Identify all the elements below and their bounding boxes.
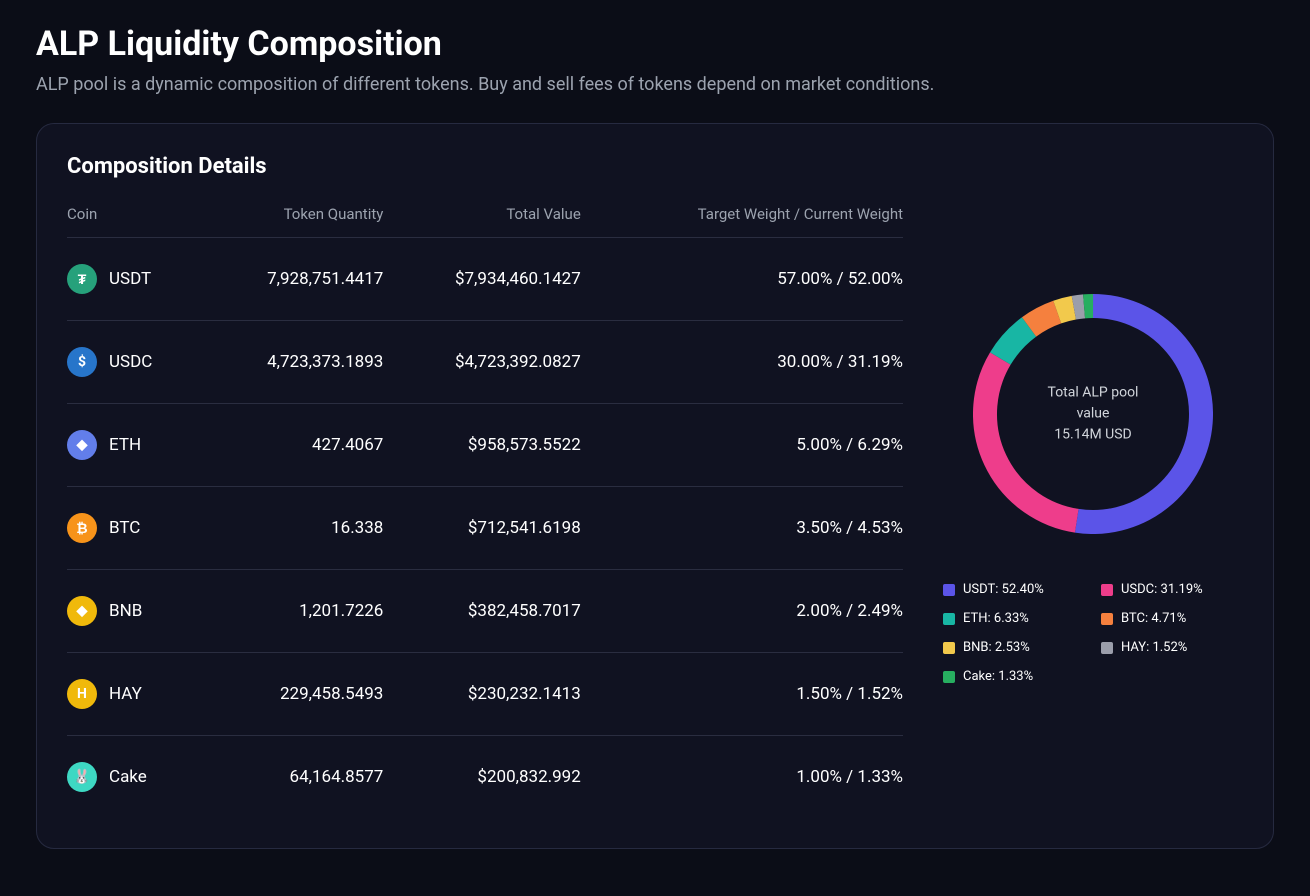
legend-swatch — [1101, 584, 1113, 596]
token-quantity: 1,201.7226 — [201, 570, 383, 653]
legend-swatch — [943, 613, 955, 625]
legend-swatch — [943, 584, 955, 596]
total-value: $230,232.1413 — [383, 653, 580, 736]
weight: 30.00% / 31.19% — [581, 321, 903, 404]
total-value: $7,934,460.1427 — [383, 238, 580, 321]
token-quantity: 4,723,373.1893 — [201, 321, 383, 404]
total-value: $200,832.992 — [383, 736, 580, 819]
composition-card: Composition Details Coin Token Quantity … — [36, 123, 1274, 849]
table-row: ◆ ETH 427.4067$958,573.55225.00% / 6.29% — [67, 404, 903, 487]
donut-center-line2: 15.14M USD — [1033, 425, 1153, 446]
token-quantity: 7,928,751.4417 — [201, 238, 383, 321]
donut-center-line1: Total ALP pool value — [1033, 383, 1153, 425]
page-subtitle: ALP pool is a dynamic composition of dif… — [36, 74, 1274, 95]
total-value: $4,723,392.0827 — [383, 321, 580, 404]
col-value: Total Value — [383, 205, 580, 238]
coin-symbol: HAY — [109, 684, 142, 704]
table-row: ◆ BNB 1,201.7226$382,458.70172.00% / 2.49% — [67, 570, 903, 653]
legend-label: USDT: 52.40% — [963, 582, 1044, 597]
composition-table: Coin Token Quantity Total Value Target W… — [67, 205, 903, 818]
donut-slice-eth — [1000, 327, 1029, 359]
legend-label: HAY: 1.52% — [1121, 640, 1187, 655]
legend-item: USDC: 31.19% — [1101, 582, 1243, 597]
donut-chart: Total ALP pool value 15.14M USD — [973, 294, 1213, 534]
section-title: Composition Details — [67, 154, 903, 179]
legend-item: HAY: 1.52% — [1101, 640, 1243, 655]
token-quantity: 229,458.5493 — [201, 653, 383, 736]
coin-symbol: Cake — [109, 767, 147, 787]
token-quantity: 16.338 — [201, 487, 383, 570]
coin-symbol: USDC — [109, 352, 152, 372]
usdt-icon: ₮ — [67, 264, 97, 294]
table-row: ₮ USDT 7,928,751.4417$7,934,460.142757.00%… — [67, 238, 903, 321]
donut-center-label: Total ALP pool value 15.14M USD — [1033, 383, 1153, 446]
col-quantity: Token Quantity — [201, 205, 383, 238]
legend-label: ETH: 6.33% — [963, 611, 1029, 626]
legend-label: Cake: 1.33% — [963, 669, 1033, 684]
donut-slice-btc — [1029, 312, 1057, 327]
legend-item: USDT: 52.40% — [943, 582, 1085, 597]
total-value: $382,458.7017 — [383, 570, 580, 653]
table-row: H HAY 229,458.5493$230,232.14131.50% / 1.5… — [67, 653, 903, 736]
donut-slice-bnb — [1057, 308, 1074, 312]
chart-legend: USDT: 52.40% USDC: 31.19% ETH: 6.33% BTC: 4… — [943, 582, 1243, 684]
total-value: $958,573.5522 — [383, 404, 580, 487]
total-value: $712,541.6198 — [383, 487, 580, 570]
hay-icon: H — [67, 679, 97, 709]
legend-swatch — [943, 671, 955, 683]
coin-symbol: USDT — [109, 269, 151, 289]
legend-swatch — [943, 642, 955, 654]
eth-icon: ◆ — [67, 430, 97, 460]
coin-symbol: BNB — [109, 601, 142, 621]
coin-symbol: BTC — [109, 518, 140, 538]
weight: 3.50% / 4.53% — [581, 487, 903, 570]
coin-symbol: ETH — [109, 435, 141, 455]
table-row: ₿ BTC 16.338$712,541.61983.50% / 4.53% — [67, 487, 903, 570]
table-row: $ USDC 4,723,373.1893$4,723,392.082730.00%… — [67, 321, 903, 404]
legend-label: USDC: 31.19% — [1121, 582, 1203, 597]
weight: 5.00% / 6.29% — [581, 404, 903, 487]
legend-item: Cake: 1.33% — [943, 669, 1085, 684]
token-quantity: 64,164.8577 — [201, 736, 383, 819]
legend-swatch — [1101, 613, 1113, 625]
chart-panel: Total ALP pool value 15.14M USD USDT: 52… — [943, 154, 1243, 818]
legend-swatch — [1101, 642, 1113, 654]
btc-icon: ₿ — [67, 513, 97, 543]
col-coin: Coin — [67, 205, 201, 238]
weight: 2.00% / 2.49% — [581, 570, 903, 653]
weight: 1.00% / 1.33% — [581, 736, 903, 819]
legend-label: BTC: 4.71% — [1121, 611, 1186, 626]
col-weight: Target Weight / Current Weight — [581, 205, 903, 238]
bnb-icon: ◆ — [67, 596, 97, 626]
token-quantity: 427.4067 — [201, 404, 383, 487]
legend-label: BNB: 2.53% — [963, 640, 1030, 655]
page-title: ALP Liquidity Composition — [36, 24, 1274, 64]
table-panel: Composition Details Coin Token Quantity … — [67, 154, 903, 818]
donut-slice-hay — [1074, 306, 1084, 307]
cake-icon: 🐰 — [67, 762, 97, 792]
weight: 1.50% / 1.52% — [581, 653, 903, 736]
legend-item: ETH: 6.33% — [943, 611, 1085, 626]
usdc-icon: $ — [67, 347, 97, 377]
weight: 57.00% / 52.00% — [581, 238, 903, 321]
table-row: 🐰 Cake 64,164.8577$200,832.9921.00% / 1.33… — [67, 736, 903, 819]
legend-item: BNB: 2.53% — [943, 640, 1085, 655]
legend-item: BTC: 4.71% — [1101, 611, 1243, 626]
